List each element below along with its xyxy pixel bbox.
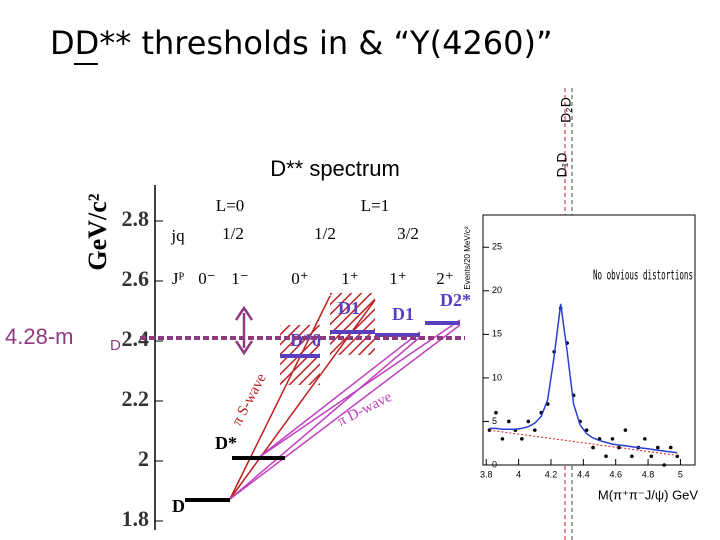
level-label: D2* — [440, 290, 471, 310]
data-point — [532, 428, 537, 432]
level-label: D1 — [392, 304, 414, 324]
diagram-label: 0⁺ — [291, 269, 308, 288]
data-point — [520, 437, 524, 441]
x-tick-label: 4 — [516, 469, 521, 479]
x-tick-label: 4.6 — [609, 469, 622, 479]
y-tick-label: 2.6 — [122, 266, 150, 291]
diagram-label: 1⁺ — [389, 269, 406, 288]
data-point — [610, 437, 615, 441]
diagram-label: jq — [170, 226, 185, 245]
wave-label: π S-wave — [229, 371, 270, 429]
diagram-label: 1⁻ — [231, 269, 248, 288]
broad-state — [330, 293, 375, 355]
data-point — [507, 419, 511, 424]
annotation: No obvious distortions — [593, 269, 693, 284]
level-label: D* — [215, 433, 237, 453]
threshold-label: 4.28-m — [5, 324, 73, 349]
y-tick-label: 2.8 — [122, 206, 150, 231]
data-point — [591, 445, 595, 450]
y-axis-label: Events/20 MeV/c² — [463, 226, 472, 289]
x-tick-label: 3.8 — [480, 469, 493, 479]
y-tick-label: 25 — [492, 242, 502, 252]
x-tick-label: 4.4 — [577, 469, 590, 479]
data-point — [643, 437, 647, 441]
x-axis-label: M(π⁺π⁻J/ψ) GeV — [598, 487, 698, 502]
y-tick-label: 1.8 — [122, 506, 150, 531]
diagram-label: 1⁺ — [341, 269, 358, 288]
threshold-label: D₁D — [554, 153, 570, 178]
data-point — [649, 454, 654, 459]
data-point — [584, 428, 589, 432]
data-point — [487, 428, 492, 432]
level-label: D*0 — [290, 330, 321, 350]
data-point — [662, 463, 667, 467]
y-axis-label: GeV/c² — [83, 193, 112, 270]
data-point — [500, 437, 505, 441]
data-point — [617, 445, 621, 450]
data-point — [604, 454, 608, 459]
x-tick-label: 5 — [678, 469, 683, 479]
y-tick-label: 2.2 — [122, 386, 150, 411]
data-point — [655, 445, 660, 450]
plot-area — [482, 214, 696, 466]
threshold-label: D₂D — [558, 97, 574, 123]
slide-title: DD** thresholds in & “Y(4260)” — [50, 24, 553, 62]
diagram-label: 1/2 — [222, 224, 244, 243]
threshold-subscript: D — [110, 337, 121, 354]
data-point — [526, 419, 531, 424]
level-label: D1 — [338, 298, 360, 318]
y-tick-label: 2 — [138, 446, 149, 471]
data-point — [494, 410, 498, 415]
diagram-label: 1/2 — [314, 224, 336, 243]
data-point — [668, 445, 673, 450]
y-tick-label: 10 — [492, 372, 502, 382]
diagram-label: 0⁻ — [198, 269, 215, 288]
data-point — [623, 428, 628, 432]
background-line — [489, 429, 678, 456]
y-tick-label: 5 — [492, 416, 497, 426]
diagram-label: L=1 — [361, 196, 389, 215]
y-tick-label: 15 — [492, 329, 502, 339]
y-tick-label: 20 — [492, 285, 502, 295]
arrow-head — [234, 305, 254, 356]
diagram-label: 3/2 — [397, 224, 419, 243]
fit-line — [489, 303, 678, 454]
spectrum-title: D** spectrum — [270, 156, 400, 181]
y-tick-label: 0 — [492, 459, 497, 469]
data-point — [630, 454, 634, 459]
diagram-label: 2⁺ — [436, 269, 453, 288]
x-tick-label: 4.8 — [642, 469, 655, 479]
x-tick-label: 4.2 — [545, 469, 558, 479]
diagram-label: L=0 — [216, 196, 244, 215]
diagram-label: Jᴾ — [172, 269, 185, 288]
level-label: D — [172, 496, 185, 516]
wave-label: π D-wave — [335, 389, 395, 430]
